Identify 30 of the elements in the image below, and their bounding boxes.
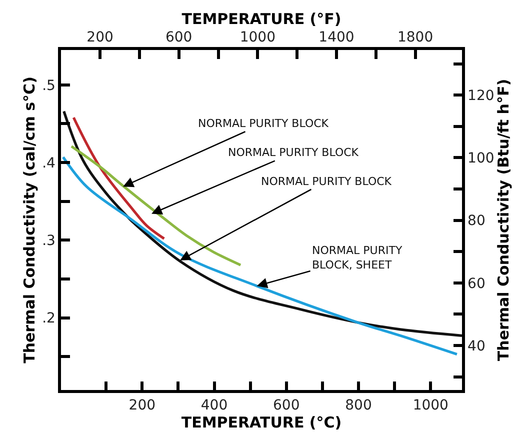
x-axis-title: TEMPERATURE (°C) [181, 414, 342, 432]
annotation: NORMAL PURITY BLOCK, SHEET [312, 244, 402, 272]
y-tick-label: .4 [42, 155, 56, 172]
y-axis-title: Thermal Conductivity (cal/cm s°C) [20, 76, 38, 364]
annotation: NORMAL PURITY BLOCK [261, 175, 392, 188]
x-tick-label: 400 [200, 398, 228, 414]
annotation: NORMAL PURITY BLOCK [228, 146, 360, 159]
x2-tick-label: 600 [165, 30, 192, 46]
x-tick-label: 200 [128, 398, 156, 414]
y-tick-label: .3 [42, 233, 56, 250]
y2-tick-label: 80 [468, 213, 486, 230]
line-series [72, 116, 166, 240]
y-tick-label: .2 [42, 310, 56, 327]
x-tick-label: 600 [273, 398, 300, 414]
y2-tick-label: 60 [468, 276, 486, 292]
x2-tick-label: 1800 [397, 30, 434, 46]
y2-tick-label: 100 [468, 150, 494, 167]
y2-tick-label: 120 [468, 88, 494, 104]
x2-tick-label: 1000 [240, 30, 276, 46]
y2-tick-label: 40 [468, 338, 486, 354]
x2-axis-title: TEMPERATURE (°F) [182, 10, 342, 28]
x2-tick-label: 1400 [318, 30, 354, 46]
y2-axis-title: Thermal Conductivity (Btu/ft h°F) [494, 78, 512, 362]
annotation: NORMAL PURITY BLOCK [198, 117, 330, 130]
y-tick-label: .5 [42, 78, 56, 94]
line-series [62, 110, 462, 337]
x2-tick-label: 200 [86, 30, 114, 46]
x-tick-label: 1000 [412, 398, 448, 414]
x-tick-label: 800 [345, 398, 372, 414]
line-series [62, 156, 458, 356]
